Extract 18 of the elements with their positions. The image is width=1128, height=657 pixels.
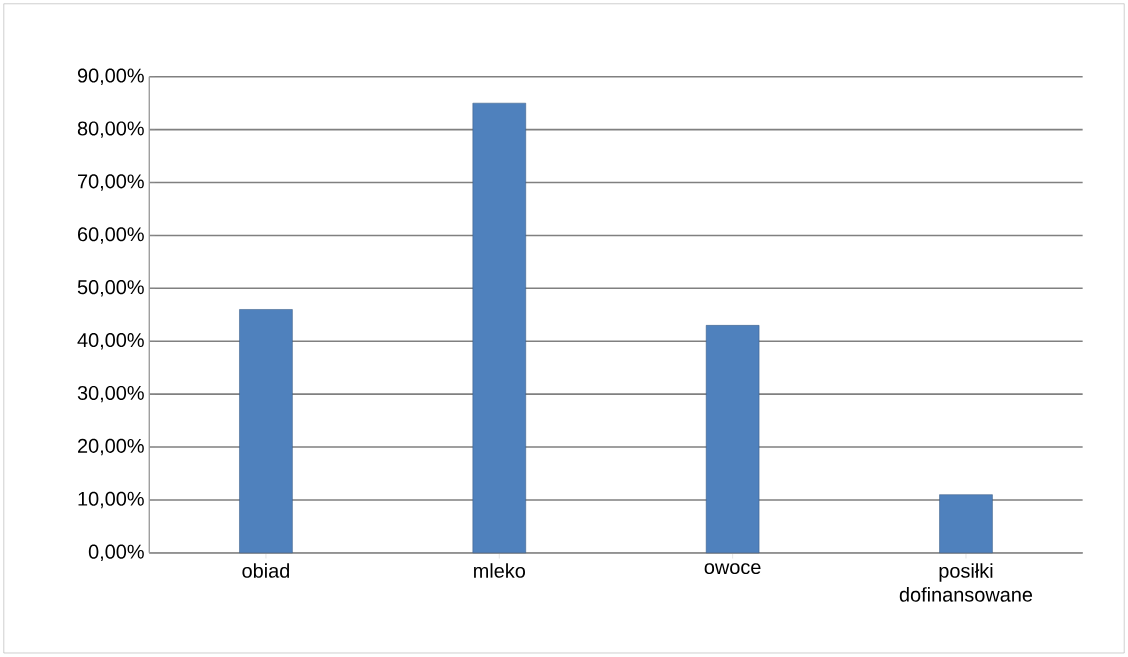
y-tick-label: 50,00% (77, 280, 144, 297)
y-tick-label: 20,00% (78, 438, 144, 456)
y-tick-label: 40,00% (77, 333, 144, 350)
x-tick-label: owoce (704, 563, 761, 575)
bar (705, 325, 760, 554)
y-tick-label: 10,00% (78, 491, 144, 509)
x-tick-label: obiad (242, 563, 290, 578)
bar (239, 309, 293, 554)
x-tick-label: posiłki dofinansowane (899, 563, 1033, 602)
x-tick-label: mleko (474, 563, 526, 578)
bar (472, 103, 527, 554)
y-tick-label: 80,00% (77, 121, 144, 138)
y-tick-label: 70,00% (78, 174, 144, 191)
y-tick-label: 0,00% (88, 544, 144, 562)
y-tick-label: 90,00% (77, 68, 144, 86)
bar (939, 494, 993, 554)
y-tick-label: 30,00% (77, 386, 144, 403)
y-tick-label: 60,00% (78, 227, 144, 244)
